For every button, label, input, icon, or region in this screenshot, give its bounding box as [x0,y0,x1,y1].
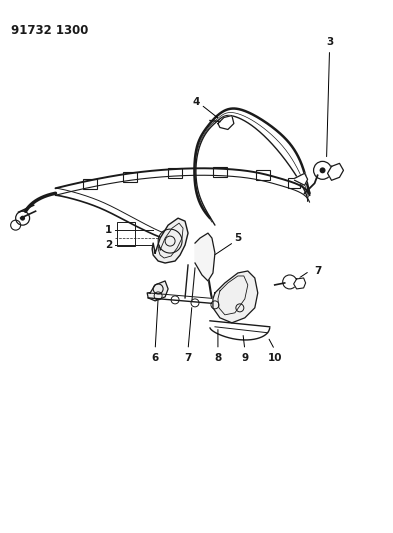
Polygon shape [147,281,168,301]
Polygon shape [295,173,308,185]
Text: 5: 5 [234,233,241,243]
Bar [123,172,137,182]
Text: 6: 6 [152,353,159,362]
Text: 4: 4 [192,96,200,107]
Text: 10: 10 [268,353,282,362]
Text: 7: 7 [314,266,321,276]
Bar [83,179,97,189]
Polygon shape [218,116,234,130]
Text: 8: 8 [214,353,222,362]
Bar [168,168,182,179]
Polygon shape [213,271,258,323]
Bar [256,171,270,180]
Polygon shape [327,164,343,180]
Polygon shape [195,233,215,281]
Text: 1: 1 [105,225,112,235]
Bar [288,179,299,188]
Circle shape [320,167,325,173]
Text: 2: 2 [105,240,112,250]
Text: 91732 1300: 91732 1300 [11,24,88,37]
Circle shape [20,216,25,221]
Text: 7: 7 [184,353,192,362]
Bar [117,222,135,246]
Polygon shape [294,278,306,289]
Polygon shape [152,218,188,263]
Text: 9: 9 [241,353,248,362]
Bar [213,167,227,177]
Text: 3: 3 [326,37,333,47]
